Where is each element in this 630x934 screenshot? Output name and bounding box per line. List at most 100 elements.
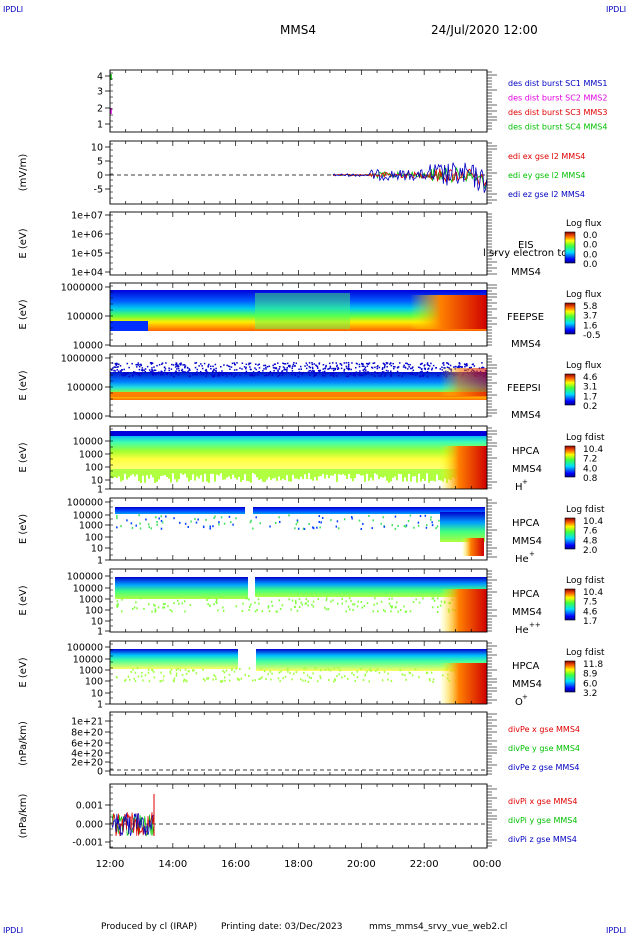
noise-dot (131, 526, 134, 529)
noise-dot (276, 610, 278, 613)
noise-dot (411, 371, 413, 374)
spectrogram-band (255, 577, 487, 597)
noise-dot (312, 527, 315, 530)
noise-dot (151, 369, 153, 371)
noise-dot (177, 365, 179, 368)
noise-dot (185, 679, 187, 682)
noise-dot (422, 375, 424, 378)
spectrogram-fringe (132, 469, 134, 475)
noise-dot (212, 370, 215, 372)
y-axis-label: E (eV) (18, 442, 29, 472)
noise-dot (404, 610, 407, 613)
noise-dot (383, 366, 386, 369)
noise-dot (325, 365, 327, 368)
noise-dot (409, 373, 412, 375)
noise-dot (333, 375, 335, 377)
noise-dot (206, 599, 208, 602)
noise-dot (447, 363, 450, 366)
noise-dot (120, 525, 122, 528)
noise-dot (213, 603, 215, 606)
noise-dot (226, 364, 228, 367)
y-tick-label: 100 (85, 606, 103, 617)
noise-dot (204, 369, 207, 372)
noise-dot (116, 600, 119, 603)
noise-dot (397, 525, 399, 528)
noise-dot (425, 524, 428, 527)
noise-dot (319, 526, 321, 529)
noise-dot (188, 368, 191, 370)
noise-dot (307, 371, 310, 373)
instrument-label: FEEPSE (507, 312, 544, 323)
noise-dot (343, 368, 346, 371)
noise-dot (161, 362, 164, 364)
noise-dot (116, 363, 119, 365)
spectrogram-band (110, 392, 487, 397)
spectrogram-fringe (114, 469, 116, 478)
noise-dot (160, 371, 162, 374)
legend-entry: divPe x gse MMS4 (508, 725, 580, 734)
noise-dot (357, 600, 360, 603)
noise-dot (209, 525, 212, 528)
noise-dot (458, 366, 460, 369)
noise-dot (312, 369, 314, 372)
noise-dot (322, 363, 325, 366)
legend-entry: edi ez gse l2 MMS4 (508, 190, 585, 199)
noise-dot (411, 674, 414, 677)
noise-dot (328, 362, 331, 365)
spectrogram-fringe (436, 469, 438, 475)
noise-dot (431, 521, 433, 524)
noise-dot (245, 597, 248, 600)
noise-dot (401, 375, 403, 377)
noise-dot (175, 363, 178, 366)
spectrogram-fringe (270, 469, 272, 480)
noise-dot (294, 372, 296, 374)
noise-dot (386, 365, 388, 368)
noise-dot (358, 363, 361, 366)
noise-dot (412, 601, 415, 604)
spectrogram (115, 507, 485, 556)
noise-dot (416, 372, 418, 375)
noise-dot (133, 606, 136, 609)
spectrogram-fringe (330, 469, 332, 476)
noise-dot (233, 362, 236, 364)
noise-dot (438, 519, 440, 522)
noise-dot (360, 373, 363, 376)
noise-dot (332, 680, 335, 683)
noise-dot (431, 606, 434, 609)
noise-dot (248, 363, 250, 366)
noise-dot (376, 372, 378, 374)
noise-dot (310, 371, 313, 373)
plot-frame (109, 711, 488, 776)
noise-dot (221, 370, 223, 372)
noise-dot (183, 364, 186, 366)
noise-dot (279, 607, 282, 610)
noise-dot (283, 362, 286, 365)
colorbar-tick-label: 8.9 (583, 670, 598, 680)
noise-dot (377, 610, 379, 613)
colorbar (564, 231, 576, 264)
noise-dot (270, 678, 272, 681)
spectrogram-fringe (342, 469, 344, 475)
footer-produced-by: Produced by cl (IRAP) (101, 922, 197, 932)
noise-dot (346, 678, 349, 681)
noise-dot (162, 675, 165, 678)
noise-dot (211, 370, 214, 373)
noise-dot (352, 374, 355, 377)
noise-dot (163, 366, 166, 369)
noise-dot (332, 372, 335, 374)
noise-dot (395, 601, 398, 604)
noise-dot (140, 372, 142, 375)
spectrogram-fringe (334, 469, 336, 474)
spectrogram-fringe (266, 469, 268, 480)
noise-dot (219, 374, 221, 377)
spectrogram (115, 577, 487, 632)
species-charge: + (522, 478, 528, 486)
spectrogram-fringe (154, 469, 156, 483)
spectrogram-fringe (306, 469, 308, 479)
noise-dot (213, 373, 216, 376)
colorbar-title: Log fdist (566, 648, 605, 658)
noise-dot (347, 362, 350, 364)
noise-dot (116, 605, 118, 608)
noise-dot (316, 367, 319, 369)
